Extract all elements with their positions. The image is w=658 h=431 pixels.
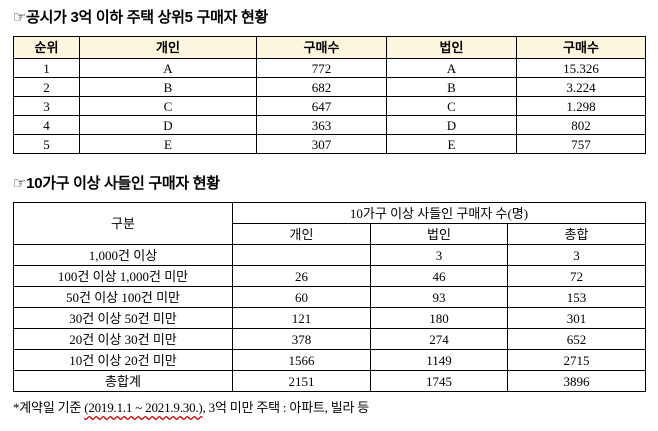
table-cell: 26 xyxy=(232,265,371,287)
table-cell: 301 xyxy=(506,307,647,329)
column-header-corporation: 법인 xyxy=(370,223,508,245)
footnote-suffix: , 3억 미만 주택 : 아파트, 빌라 등 xyxy=(202,400,370,415)
table-row: 20건 이상 30건 미만 378 274 652 xyxy=(13,328,647,350)
table-cell xyxy=(232,244,371,266)
footnote: *계약일 기준 (2019.1.1 ~ 2021.9.30.), 3억 미만 주… xyxy=(13,400,645,416)
table-cell: 802 xyxy=(516,115,646,135)
table-cell: 2 xyxy=(13,77,80,97)
table-cell: 3 xyxy=(13,96,80,116)
table-cell: 180 xyxy=(370,307,508,329)
table-cell: 46 xyxy=(370,265,508,287)
row-label: 10건 이상 20건 미만 xyxy=(13,349,233,371)
table-row: 10건 이상 20건 미만 1566 1149 2715 xyxy=(13,349,647,371)
table-cell: B xyxy=(386,77,517,97)
table-cell: 1149 xyxy=(370,349,508,371)
table-cell: D xyxy=(79,115,257,135)
table-cell: 647 xyxy=(256,96,387,116)
table-row: 100건 이상 1,000건 미만 26 46 72 xyxy=(13,265,647,287)
table-cell: E xyxy=(79,134,257,154)
table-cell: E xyxy=(386,134,517,154)
table-cell: D xyxy=(386,115,517,135)
table-cell: B xyxy=(79,77,257,97)
table-row: 50건 이상 100건 미만 60 93 153 xyxy=(13,286,647,308)
column-header-purchases: 구매수 xyxy=(256,36,387,59)
column-header-rank: 순위 xyxy=(13,36,80,59)
table-cell: A xyxy=(79,58,257,78)
table-cell: 757 xyxy=(516,134,646,154)
table-cell: 3.224 xyxy=(516,77,646,97)
table-cell: 3896 xyxy=(506,370,647,392)
section2-title: ☞10가구 이상 사들인 구매자 현황 xyxy=(13,175,220,192)
row-label: 100건 이상 1,000건 미만 xyxy=(13,265,233,287)
section1-title: ☞공시가 3억 이하 주택 상위5 구매자 현황 xyxy=(13,9,268,26)
table-cell: 60 xyxy=(232,286,371,308)
row-label: 20건 이상 30건 미만 xyxy=(13,328,233,350)
footnote-date-range: (2019.1.1 ~ 2021.9.30.) xyxy=(84,400,203,415)
table-cell: 363 xyxy=(256,115,387,135)
column-header-individual: 개인 xyxy=(79,36,257,59)
table-cell: C xyxy=(79,96,257,116)
table-cell: 1 xyxy=(13,58,80,78)
table-cell: 1.298 xyxy=(516,96,646,116)
table-cell: 15.326 xyxy=(516,58,646,78)
column-header-total: 총합 xyxy=(506,223,647,245)
table-cell: 652 xyxy=(506,328,647,350)
table-row: 1,000건 이상 3 3 xyxy=(13,244,647,266)
table-cell: 5 xyxy=(13,134,80,154)
table-cell: 72 xyxy=(506,265,647,287)
row-label: 50건 이상 100건 미만 xyxy=(13,286,233,308)
document-page: ☞공시가 3억 이하 주택 상위5 구매자 현황 순위 개인 구매수 법인 구매… xyxy=(13,9,647,416)
column-group-header: 10가구 이상 사들인 구매자 수(명) xyxy=(231,202,647,224)
table-cell: 274 xyxy=(370,328,508,350)
table-cell: 1566 xyxy=(232,349,371,371)
column-header-corporation: 법인 xyxy=(386,36,517,59)
column-header-category: 구분 xyxy=(13,202,233,245)
table-cell: 772 xyxy=(256,58,387,78)
table-cell: 378 xyxy=(232,328,371,350)
table-row: 4 D 363 D 802 xyxy=(13,115,646,135)
row-label: 1,000건 이상 xyxy=(13,244,233,266)
table-cell: 3 xyxy=(370,244,508,266)
table-header-row: 순위 개인 구매수 법인 구매수 xyxy=(13,36,646,59)
footnote-prefix: *계약일 기준 xyxy=(13,400,85,415)
table-cell: A xyxy=(386,58,517,78)
column-header-individual: 개인 xyxy=(232,223,371,245)
table-row: 1 A 772 A 15.326 xyxy=(13,58,646,78)
table-cell: 682 xyxy=(256,77,387,97)
table-subheader-row: 개인 법인 총합 xyxy=(14,223,647,245)
table-header-row: 구분 10가구 이상 사들인 구매자 수(명) xyxy=(13,202,647,245)
table-cell: 2151 xyxy=(232,370,371,392)
row-label-total: 총합계 xyxy=(13,370,233,392)
row-label: 30건 이상 50건 미만 xyxy=(13,307,233,329)
table-cell: 93 xyxy=(370,286,508,308)
table-cell: 2715 xyxy=(506,349,647,371)
table-row: 30건 이상 50건 미만 121 180 301 xyxy=(13,307,647,329)
column-header-purchases: 구매수 xyxy=(516,36,646,59)
buyers-10plus-table: 구분 10가구 이상 사들인 구매자 수(명) 개인 법인 총합 1,000건 … xyxy=(13,202,647,392)
table-cell: C xyxy=(386,96,517,116)
table-row: 3 C 647 C 1.298 xyxy=(13,96,646,116)
table-cell: 153 xyxy=(506,286,647,308)
table-cell: 307 xyxy=(256,134,387,154)
top5-buyers-table: 순위 개인 구매수 법인 구매수 1 A 772 A 15.326 2 B 68… xyxy=(13,36,646,154)
table-row: 2 B 682 B 3.224 xyxy=(13,77,646,97)
table-cell: 3 xyxy=(506,244,647,266)
table-cell: 1745 xyxy=(370,370,508,392)
table-cell: 121 xyxy=(232,307,371,329)
table-row: 5 E 307 E 757 xyxy=(13,134,646,154)
table-total-row: 총합계 2151 1745 3896 xyxy=(13,370,647,392)
table-cell: 4 xyxy=(13,115,80,135)
